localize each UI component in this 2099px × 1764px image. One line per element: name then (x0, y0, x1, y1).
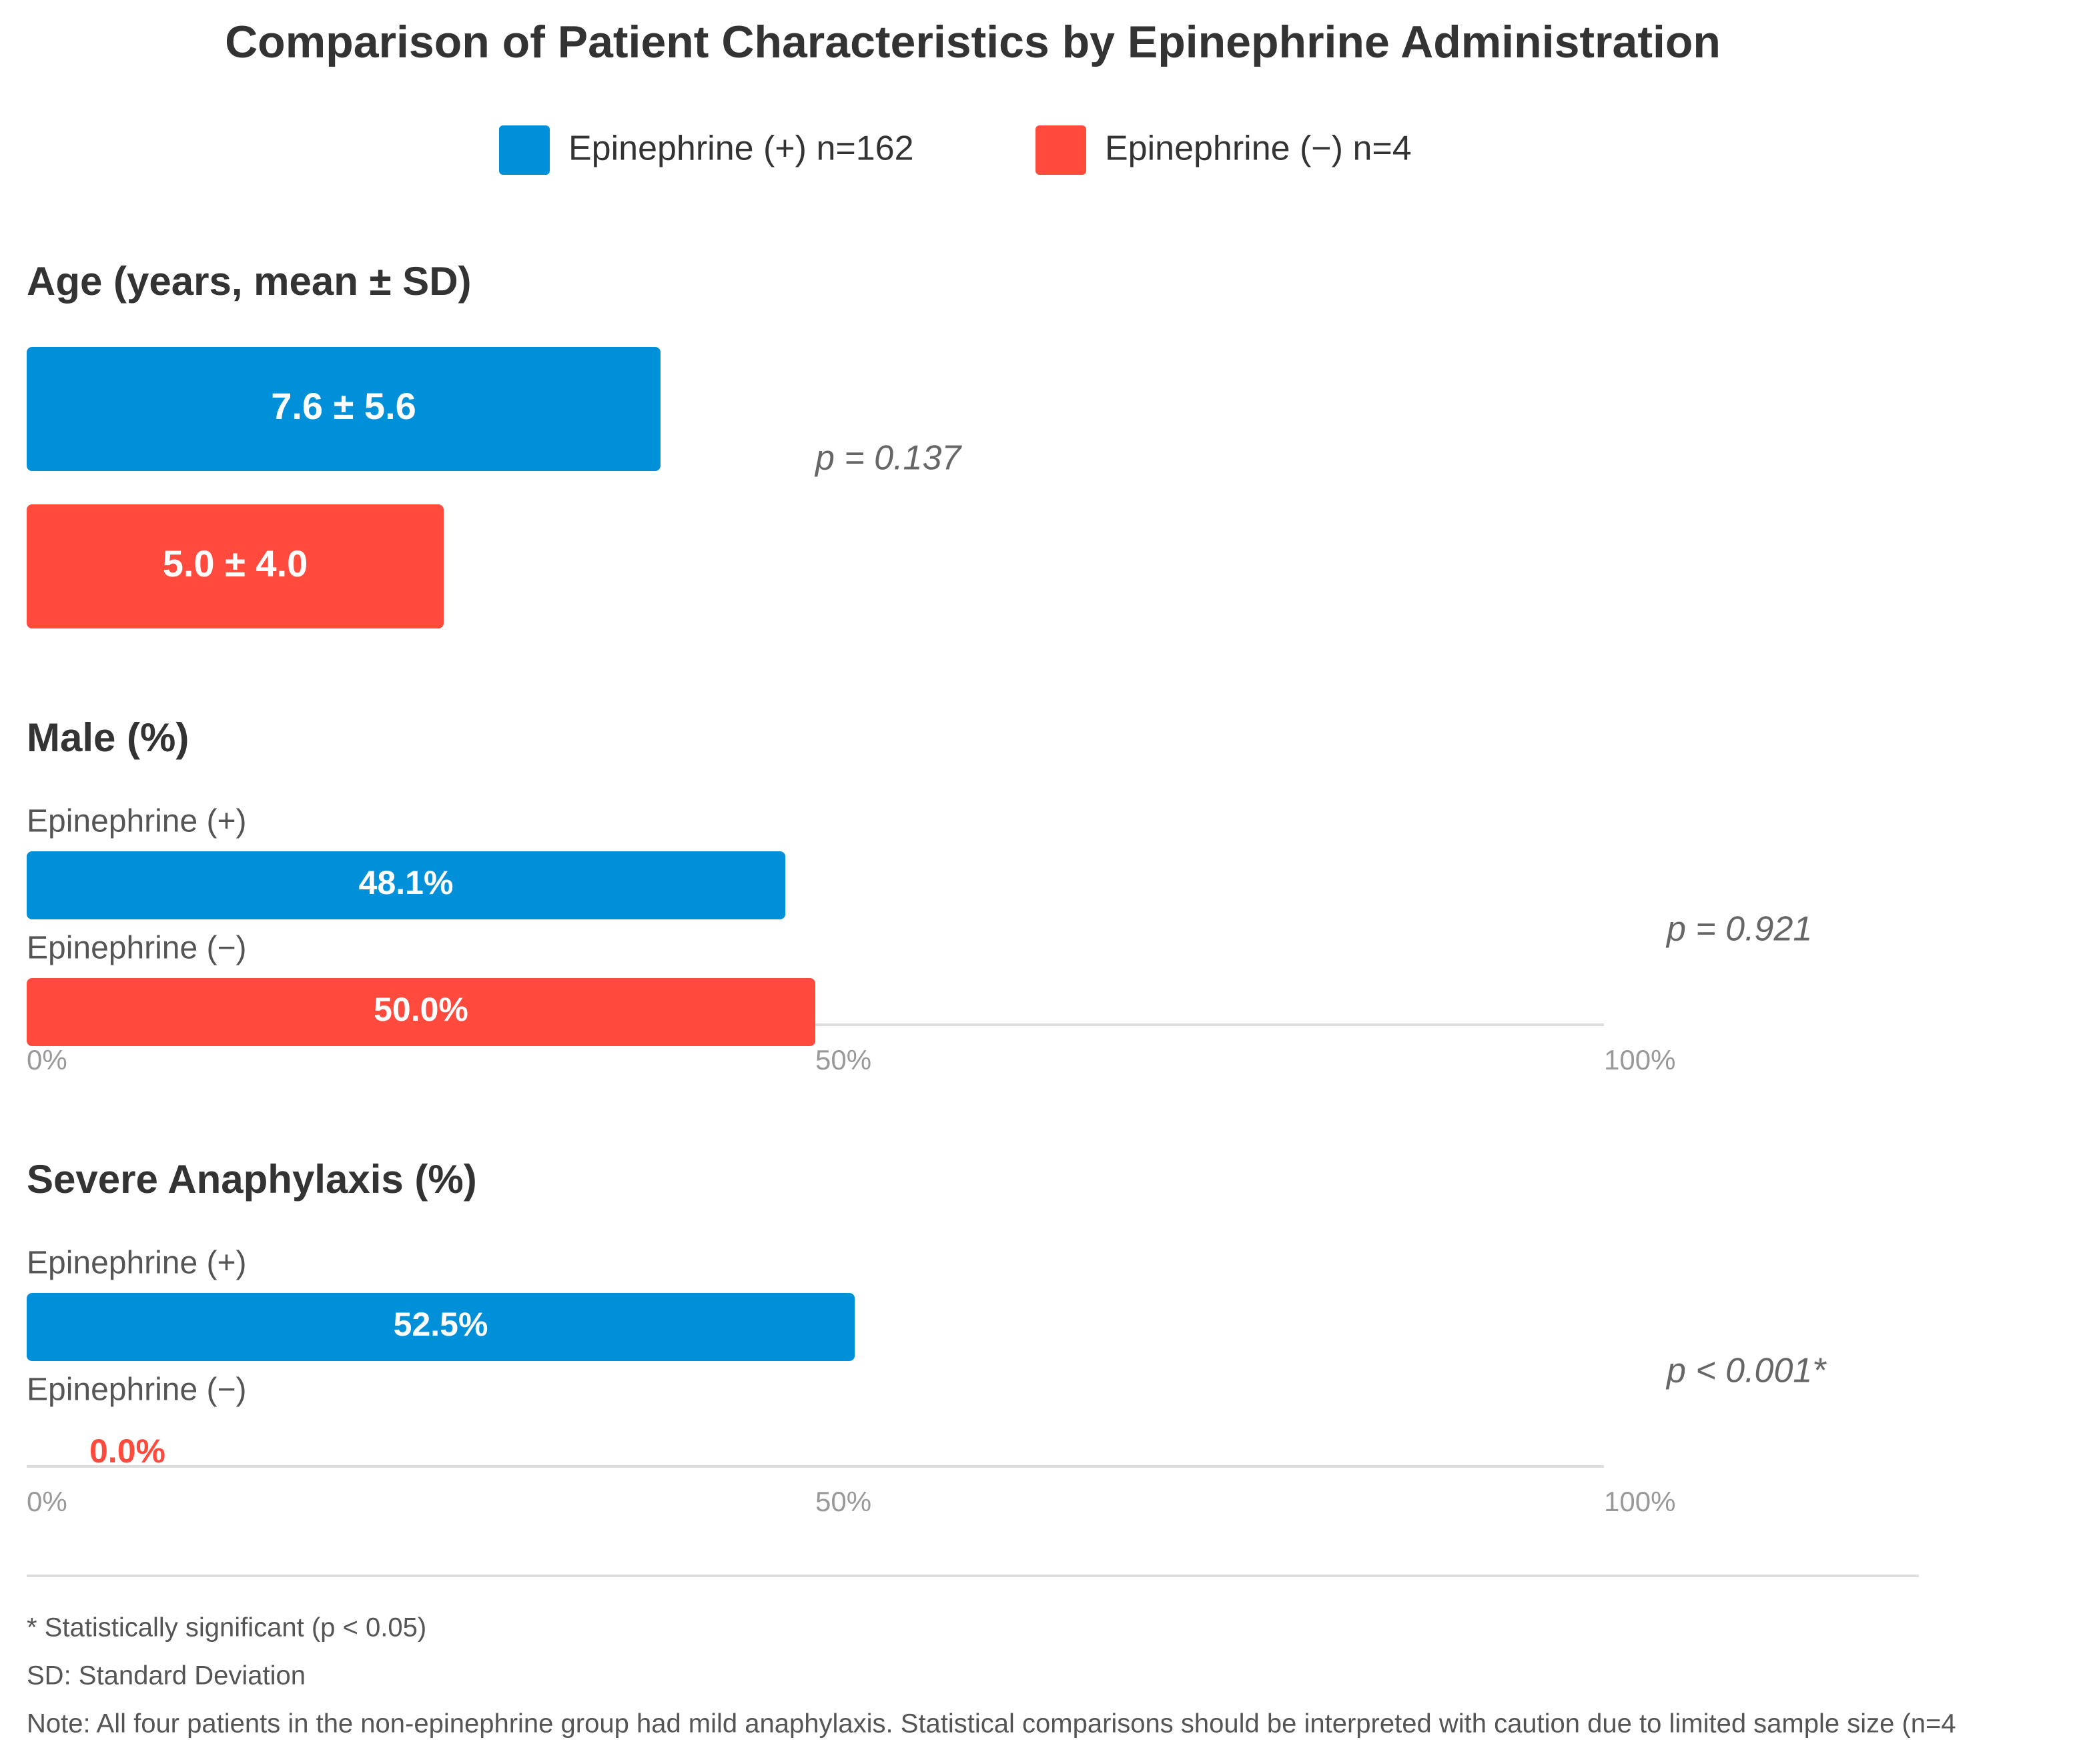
footnote: * Statistically significant (p < 0.05) (27, 1613, 426, 1643)
panel-title: Male (%) (27, 715, 189, 760)
panel-title: Age (years, mean ± SD) (27, 259, 472, 304)
value-label: 5.0 ± 4.0 (163, 542, 308, 584)
legend-swatch (499, 125, 550, 175)
category-label: Epinephrine (+) (27, 1246, 247, 1281)
p-value: p = 0.137 (814, 439, 962, 478)
value-label: 52.5% (394, 1306, 488, 1343)
x-tick-label: 0% (27, 1486, 67, 1517)
p-value: p = 0.921 (1665, 910, 1812, 949)
x-tick-label: 50% (815, 1044, 871, 1075)
panel-title: Severe Anaphylaxis (%) (27, 1157, 477, 1202)
bar (27, 1293, 855, 1361)
legend-swatch (1035, 125, 1086, 175)
legend-label: Epinephrine (+) n=162 (568, 129, 914, 168)
legend-label: Epinephrine (−) n=4 (1105, 129, 1412, 168)
chart-title: Comparison of Patient Characteristics by… (225, 17, 1721, 67)
x-tick-label: 100% (1604, 1486, 1675, 1517)
bar (27, 504, 444, 628)
footnote: Note: All four patients in the non-epine… (27, 1709, 1956, 1739)
value-label: 0.0% (89, 1432, 165, 1470)
bar (27, 978, 815, 1046)
p-value: p < 0.001* (1665, 1352, 1827, 1390)
x-tick-label: 50% (815, 1486, 871, 1517)
x-tick-label: 100% (1604, 1044, 1675, 1075)
x-tick-label: 0% (27, 1044, 67, 1075)
category-label: Epinephrine (−) (27, 1372, 247, 1408)
value-label: 48.1% (359, 864, 454, 901)
bar (27, 851, 786, 919)
bar (27, 347, 661, 471)
footnote: SD: Standard Deviation (27, 1661, 306, 1691)
category-label: Epinephrine (−) (27, 931, 247, 966)
value-label: 7.6 ± 5.6 (271, 385, 416, 427)
category-label: Epinephrine (+) (27, 804, 247, 839)
value-label: 50.0% (374, 991, 468, 1028)
